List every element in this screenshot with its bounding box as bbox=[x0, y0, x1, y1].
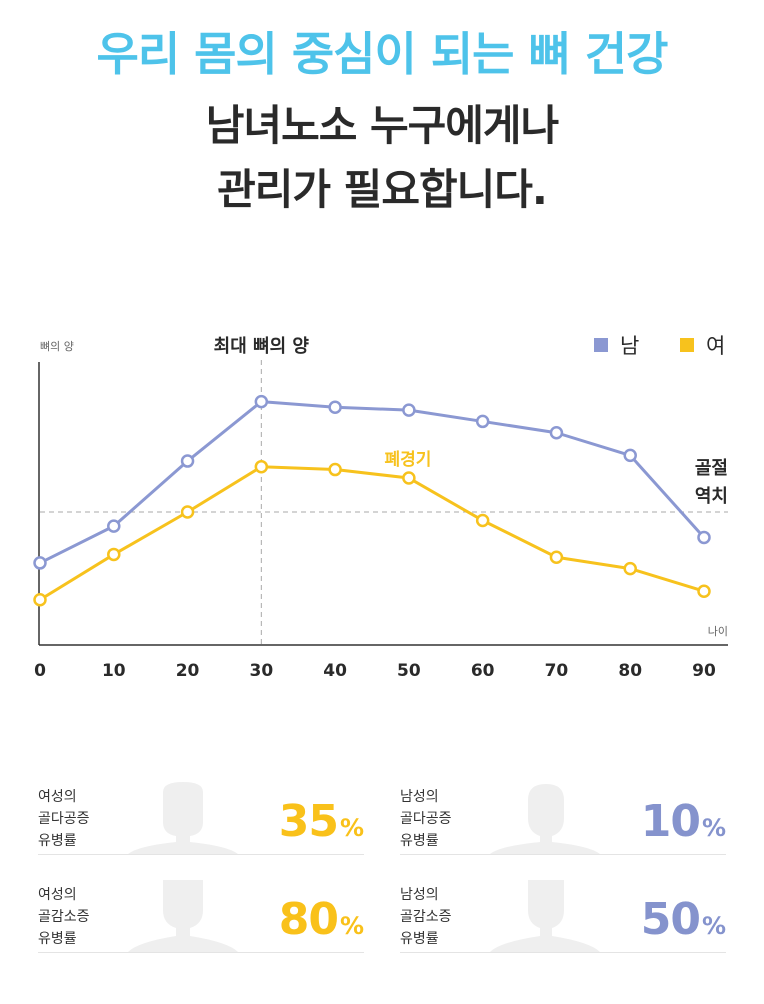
data-point-female bbox=[697, 584, 711, 598]
data-point-female bbox=[328, 462, 342, 477]
stat-value: 10% bbox=[640, 796, 726, 847]
data-point-female bbox=[475, 513, 490, 528]
stat-male-osteopenia: 남성의 골감소증 유병률 50% bbox=[400, 880, 726, 953]
fracture-annotation-line1: 골절 bbox=[695, 458, 728, 479]
chart-title: 최대 뼈의 양 bbox=[214, 336, 310, 357]
legend-label: 여 bbox=[706, 334, 725, 358]
stat-female-osteopenia: 여성의 골감소증 유병률 80% bbox=[38, 880, 364, 953]
x-tick-label: 70 bbox=[545, 661, 569, 681]
x-axis-label: 나이 bbox=[708, 625, 728, 638]
y-axis-label: 뼈의 양 bbox=[40, 340, 74, 353]
data-point-male bbox=[475, 414, 490, 429]
x-tick-label: 50 bbox=[397, 661, 421, 681]
data-point-female bbox=[107, 547, 121, 562]
female-silhouette-icon bbox=[128, 782, 238, 854]
series-line-female bbox=[38, 465, 706, 602]
stat-female-osteoporosis: 여성의 골다공증 유병률 35% bbox=[38, 782, 364, 855]
x-tick-label: 10 bbox=[102, 661, 126, 681]
stat-value: 35% bbox=[278, 796, 364, 847]
male-silhouette-icon bbox=[490, 784, 600, 854]
data-point-female bbox=[33, 592, 47, 607]
data-point-male bbox=[549, 426, 564, 440]
legend-swatch bbox=[680, 338, 694, 352]
stat-label: 여성의 골다공증 유병률 bbox=[38, 789, 90, 849]
headline-subtitle-line1: 남녀노소 누구에게나 bbox=[205, 101, 559, 150]
male-silhouette-icon bbox=[490, 880, 600, 952]
legend-swatch bbox=[594, 338, 608, 352]
x-tick-label: 90 bbox=[692, 661, 716, 681]
stat-label: 남성의 골감소증 유병률 bbox=[400, 887, 452, 947]
data-point-female bbox=[180, 505, 195, 519]
x-tick-label: 20 bbox=[176, 661, 200, 681]
stat-male-osteoporosis: 남성의 골다공증 유병률 10% bbox=[400, 782, 726, 855]
stat-value: 50% bbox=[640, 894, 726, 945]
x-tick-label: 80 bbox=[618, 661, 642, 681]
data-point-male bbox=[254, 394, 269, 409]
stat-label: 여성의 골감소증 유병률 bbox=[38, 887, 90, 947]
legend-label: 남 bbox=[620, 334, 639, 358]
data-point-male bbox=[623, 448, 637, 463]
headline-subtitle-line2: 관리가 필요합니다. bbox=[217, 165, 548, 214]
data-point-male bbox=[697, 530, 711, 545]
female-silhouette-icon bbox=[128, 880, 238, 952]
data-point-male bbox=[402, 403, 416, 417]
data-point-male bbox=[107, 519, 121, 533]
x-tick-label: 40 bbox=[323, 661, 347, 681]
data-point-female bbox=[623, 561, 637, 576]
menopause-annotation: 폐경기 bbox=[385, 450, 432, 470]
stat-label: 남성의 골다공증 유병률 bbox=[400, 789, 452, 849]
data-point-male bbox=[180, 454, 195, 468]
stat-value: 80% bbox=[278, 894, 364, 945]
data-point-female bbox=[402, 471, 416, 485]
data-point-male bbox=[33, 556, 47, 570]
data-point-female bbox=[549, 550, 564, 565]
x-tick-label: 60 bbox=[471, 661, 495, 681]
fracture-annotation-line2: 역치 bbox=[695, 486, 728, 507]
headline-title: 우리 몸의 중심이 되는 뼈 건강 bbox=[96, 27, 669, 81]
x-tick-label: 30 bbox=[249, 661, 273, 681]
series-line-male bbox=[38, 400, 706, 565]
data-point-male bbox=[328, 400, 342, 415]
x-tick-label: 0 bbox=[34, 661, 46, 681]
data-point-female bbox=[254, 459, 269, 474]
